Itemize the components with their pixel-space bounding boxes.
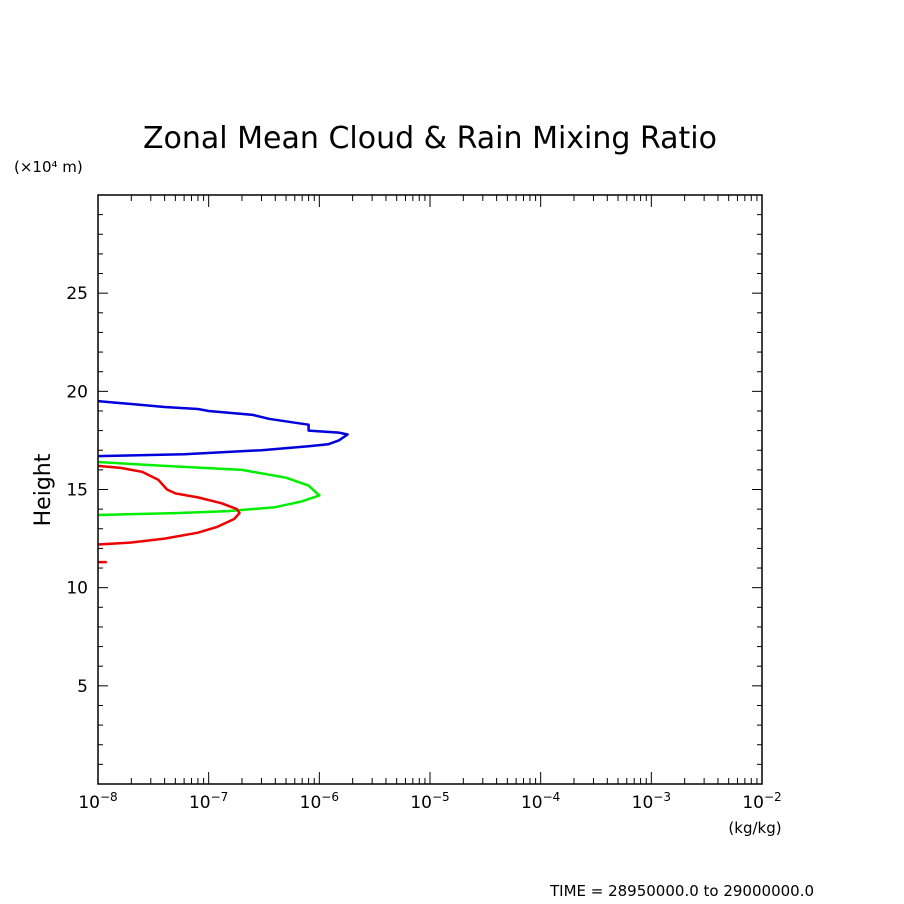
x-unit-label: (kg/kg) bbox=[728, 819, 781, 837]
y-axis-label: Height bbox=[31, 453, 56, 526]
x-tick-label: 10−3 bbox=[632, 790, 671, 813]
y-tick-label: 5 bbox=[77, 677, 88, 697]
x-tick-label: 10−6 bbox=[300, 790, 339, 813]
y-unit-label: (×10⁴ m) bbox=[14, 158, 83, 176]
y-tick-label: 15 bbox=[66, 481, 88, 501]
axis-ticks bbox=[97, 195, 763, 784]
x-tick-label: 10−5 bbox=[410, 790, 449, 813]
x-tick-label: 10−2 bbox=[742, 790, 781, 813]
y-tick-label: 25 bbox=[66, 284, 88, 304]
x-tick-label: 10−8 bbox=[78, 790, 117, 813]
series-group bbox=[97, 399, 349, 564]
y-tick-label: 10 bbox=[66, 579, 88, 599]
axis-tick-labels: 10−8 10−7 10−6 10−5 10−4 10−3 10−2 5 10 15 20 25 bbox=[66, 284, 781, 813]
series-line-1 bbox=[97, 399, 349, 458]
time-label: TIME = 28950000.0 to 29000000.0 bbox=[549, 882, 814, 900]
series-line-3 bbox=[97, 464, 241, 546]
y-tick-label: 20 bbox=[66, 382, 88, 402]
x-tick-label: 10−4 bbox=[521, 790, 560, 813]
plot-frame bbox=[97, 194, 763, 785]
x-tick-label: 10−7 bbox=[189, 790, 228, 813]
series-line-2 bbox=[97, 460, 321, 517]
chart-title: Zonal Mean Cloud & Rain Mixing Ratio bbox=[143, 121, 717, 156]
